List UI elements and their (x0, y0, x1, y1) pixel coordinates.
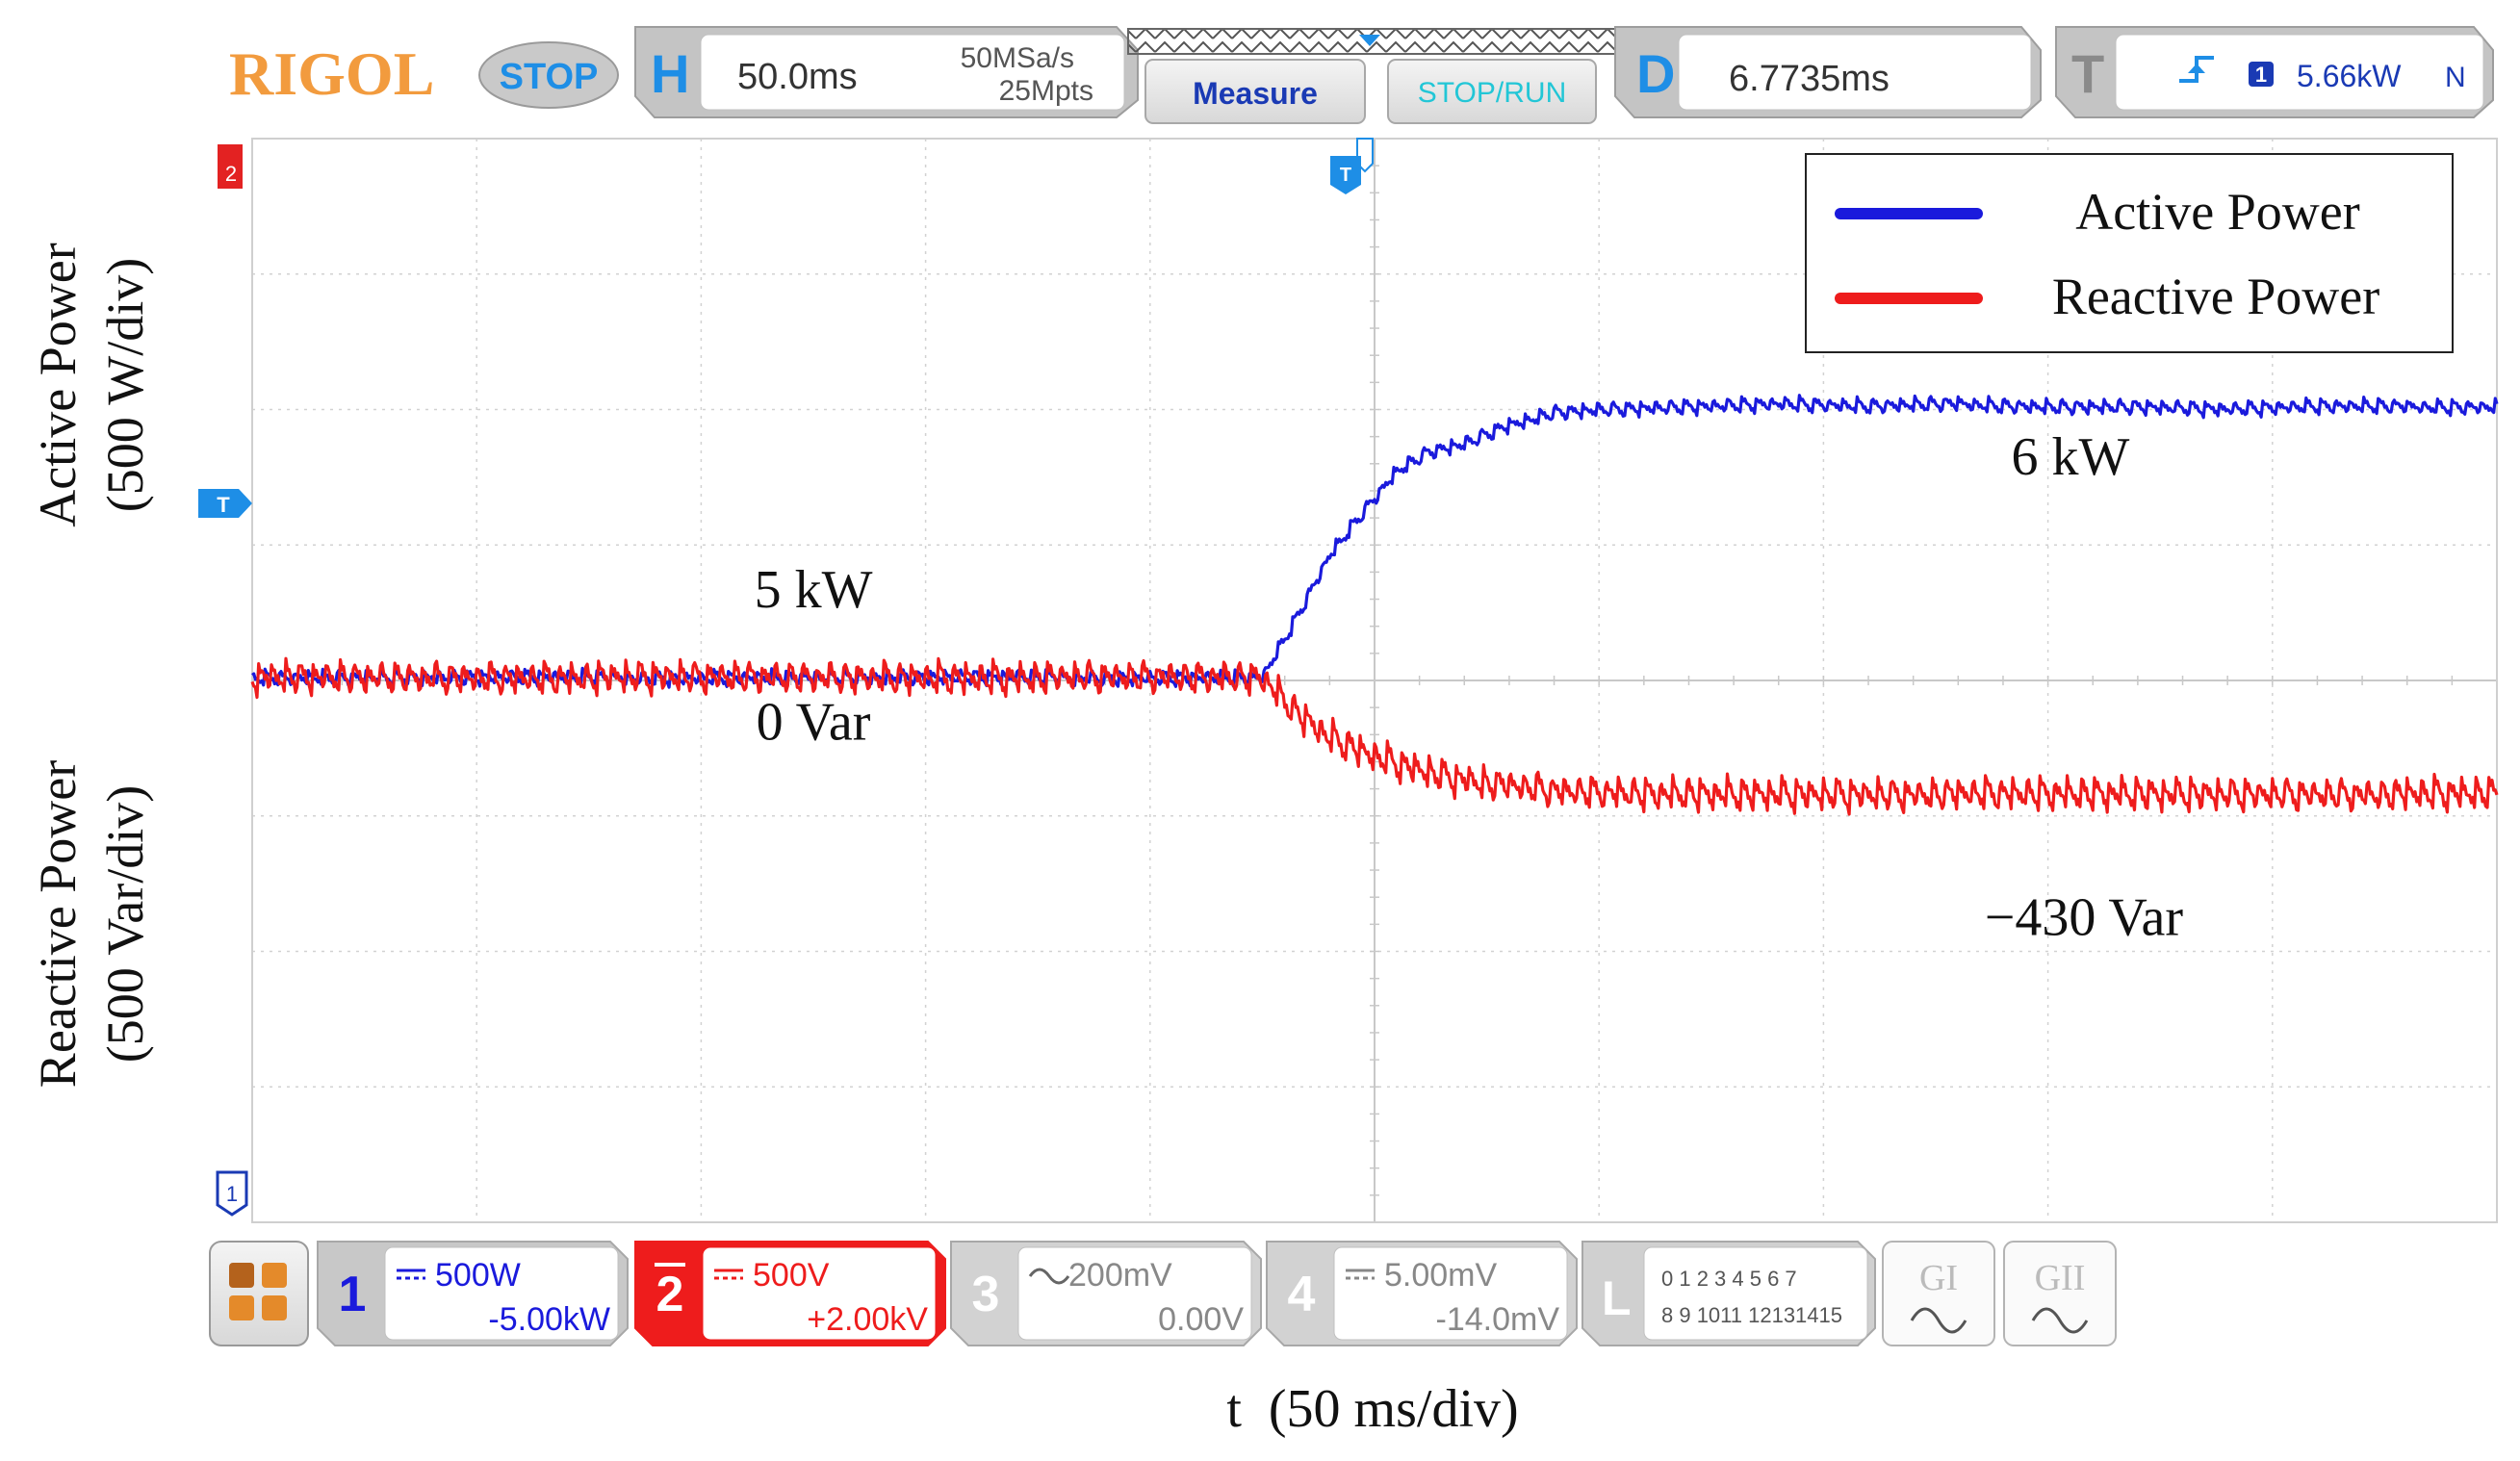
svg-text:(500 Var/div): (500 Var/div) (96, 785, 154, 1063)
legend-label-active: Active Power (2075, 183, 2359, 241)
legend: Active Power Reactive Power (1805, 153, 2454, 353)
generator-1-button[interactable]: GI (1882, 1241, 1995, 1346)
logic-letter: L (1602, 1271, 1632, 1325)
run-state-button[interactable]: STOP (478, 41, 619, 109)
logic-panel[interactable]: L 0 1 2 3 4 5 6 7 8 9 1011 12131415 (1581, 1241, 1876, 1346)
trigger-letter: T (2071, 43, 2104, 104)
trigger-source: 1 (2255, 63, 2267, 87)
timebase-value: 50.0ms (737, 57, 858, 97)
measure-label: Measure (1193, 76, 1318, 111)
svg-text:(500 W/div): (500 W/div) (96, 258, 154, 512)
channel-3-panel[interactable]: 3 200mV 0.00V (950, 1241, 1262, 1346)
channel-panels: 1 500W -5.00kW 2 500V +2.00kV 3 200mV 0.00V 4 5.00… (317, 1241, 1578, 1346)
x-axis-label-text: t (50 ms/div) (1226, 1379, 1518, 1439)
reactive-power-trace (250, 656, 2499, 816)
channel-scale: 500W (435, 1257, 521, 1294)
channel-scale: 500V (753, 1257, 830, 1294)
active-power-trace (251, 394, 2499, 689)
channel-value-box (384, 1246, 619, 1341)
generator-2-button[interactable]: GII (2003, 1241, 2117, 1346)
channel-value-box (1017, 1246, 1252, 1341)
measure-button[interactable]: Measure (1144, 59, 1366, 124)
delay-letter: D (1636, 43, 1675, 104)
channel-scale: 200mV (1068, 1257, 1172, 1294)
channel-number: 1 (339, 1267, 367, 1322)
channel-1-panel[interactable]: 1 500W -5.00kW (317, 1241, 629, 1346)
stop-run-button[interactable]: STOP/RUN (1387, 59, 1597, 124)
annotation-label: 6 kW (2011, 427, 2129, 487)
y-axis-label-active: Active Power (500 W/div) (29, 243, 154, 526)
channel-offset: 0.00V (1158, 1301, 1244, 1338)
ac-coupling-icon (1028, 1268, 1070, 1285)
memory-depth: 25Mpts (999, 75, 1093, 107)
sine-wave-icon (2031, 1307, 2089, 1334)
ch2-marker: 2 (218, 144, 243, 189)
channel-offset: -5.00kW (488, 1301, 610, 1338)
annotation-label: 0 Var (757, 693, 871, 753)
horizontal-panel[interactable]: H 50.0ms 50MSa/s 25Mpts (634, 26, 1139, 118)
graticule (251, 138, 2498, 1223)
grid-menu-icon (229, 1263, 287, 1320)
generator-2-label: GII (2035, 1258, 2086, 1298)
brand-logo: RIGOL (229, 39, 434, 108)
delay-value: 6.7735ms (1729, 59, 1890, 99)
trigger-panel[interactable]: T 1 5.66kW N (2055, 26, 2494, 118)
rising-edge-icon (2179, 56, 2214, 83)
stop-run-label: STOP/RUN (1418, 77, 1566, 109)
bottom-bar: 1 500W -5.00kW 2 500V +2.00kV 3 200mV 0.00V 4 5.00… (209, 1241, 2117, 1346)
trigger-level: 5.66kW (2297, 59, 2402, 93)
svg-text:Active Power: Active Power (29, 243, 87, 526)
trigger-source-badge (2249, 62, 2274, 87)
y-axis-label-reactive: Reactive Power (500 Var/div) (29, 760, 154, 1088)
logic-channels-row1: 0 1 2 3 4 5 6 7 (1661, 1267, 1797, 1291)
ch1-marker: 1 (216, 1170, 248, 1217)
channel-2-panel[interactable]: 2 500V +2.00kV (634, 1241, 946, 1346)
top-bar: RIGOL STOP H 50.0ms 50MSa/s 25Mpts Measu… (229, 26, 2494, 124)
svg-text:Reactive Power: Reactive Power (29, 760, 87, 1088)
channel-scale: 5.00mV (1384, 1257, 1497, 1294)
channel-value-box (1333, 1246, 1568, 1341)
run-state-label: STOP (500, 57, 599, 97)
channel-offset: +2.00kV (807, 1301, 928, 1338)
svg-text:T: T (1340, 165, 1351, 186)
svg-text:2: 2 (225, 162, 237, 186)
trigger-level-marker: T (198, 489, 252, 518)
plot-area: 2 T 1 T 5 kW 0 Var 6 kW −430 Var Active Pow… (198, 138, 2499, 1223)
sample-rate: 50MSa/s (961, 42, 1074, 74)
logic-channels-row2: 8 9 1011 12131415 (1661, 1303, 1842, 1327)
channel-4-panel[interactable]: 4 5.00mV -14.0mV (1266, 1241, 1578, 1346)
channel-number: 2 (656, 1267, 684, 1322)
svg-text:T: T (217, 493, 230, 517)
legend-label-reactive: Reactive Power (2052, 268, 2379, 325)
sine-wave-icon (1910, 1307, 1967, 1334)
plot-border (251, 138, 2498, 1223)
value-annotations: 5 kW 0 Var 6 kW −430 Var (755, 427, 2184, 948)
trigger-position-marker: T (1330, 138, 1374, 194)
annotation-label: −430 Var (1985, 887, 2184, 947)
delay-panel[interactable]: D 6.7735ms (1614, 26, 2042, 118)
channel-number: 4 (1288, 1267, 1316, 1322)
horizontal-letter: H (651, 43, 689, 104)
generator-1-label: GI (1919, 1258, 1958, 1298)
annotation-label: 5 kW (755, 560, 873, 620)
menu-grid-button[interactable] (209, 1241, 309, 1346)
waveform-overview (1127, 28, 1624, 55)
channel-offset: -14.0mV (1436, 1301, 1560, 1338)
trigger-mode: N (2445, 62, 2466, 93)
channel-number: 3 (972, 1267, 1000, 1322)
x-axis-label: t (50 ms/div) (1226, 1379, 1518, 1439)
channel-value-box (702, 1246, 937, 1341)
svg-text:1: 1 (226, 1182, 238, 1206)
